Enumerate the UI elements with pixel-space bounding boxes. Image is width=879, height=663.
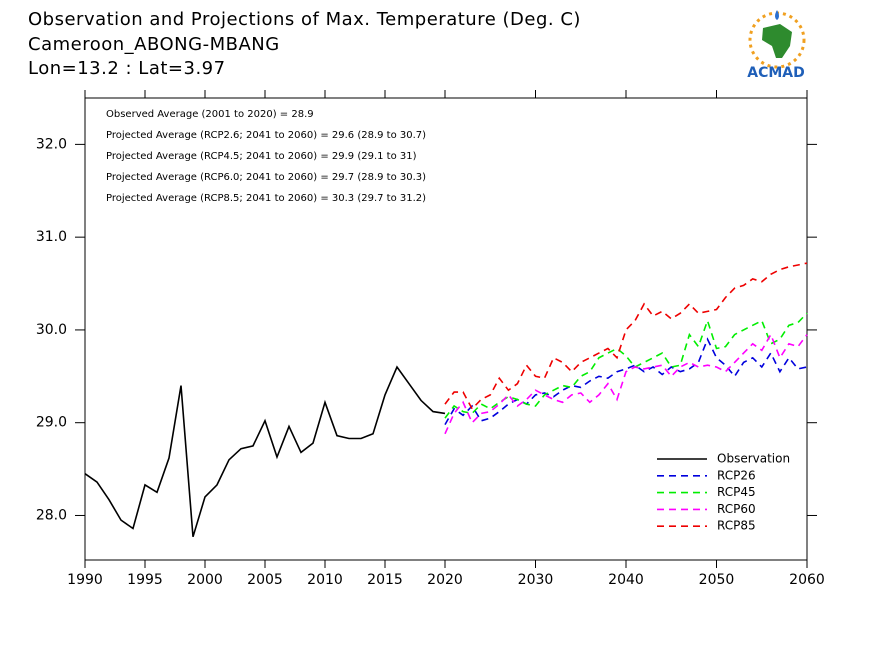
- annotation: Observed Average (2001 to 2020) = 28.9: [106, 109, 314, 120]
- logo-drop: [775, 10, 779, 20]
- plot-frame: [84, 97, 808, 561]
- x-tick-label: 2010: [307, 572, 343, 588]
- annotation: Projected Average (RCP8.5; 2041 to 2060)…: [106, 193, 426, 204]
- chart-subtitle: Lon=13.2 : Lat=3.97: [28, 58, 226, 79]
- annotation: Projected Average (RCP4.5; 2041 to 2060)…: [106, 151, 417, 162]
- legend-label: RCP60: [717, 502, 756, 516]
- legend-label: RCP85: [717, 519, 756, 533]
- series-line: [444, 337, 808, 425]
- x-tick-label: 2005: [247, 572, 283, 588]
- x-tick-label: 1990: [67, 572, 103, 588]
- series-line: [444, 332, 808, 435]
- y-tick-label: 29.0: [36, 415, 67, 431]
- x-tick-label: 2020: [427, 572, 463, 588]
- x-tick-label: 1995: [127, 572, 163, 588]
- x-tick-label: 2050: [699, 572, 735, 588]
- series-line: [444, 262, 808, 411]
- legend-label: RCP26: [717, 468, 756, 482]
- y-tick-label: 31.0: [36, 229, 67, 245]
- annotation: Projected Average (RCP6.0; 2041 to 2060)…: [106, 172, 426, 183]
- chart-subtitle: Cameroon_ABONG-MBANG: [28, 34, 280, 55]
- y-tick-label: 28.0: [36, 507, 67, 523]
- legend-label: RCP45: [717, 485, 756, 499]
- x-tick-label: 2040: [608, 572, 644, 588]
- annotation: Projected Average (RCP2.6; 2041 to 2060)…: [106, 130, 426, 141]
- x-tick-label: 2060: [789, 572, 825, 588]
- y-tick-label: 32.0: [36, 136, 67, 152]
- logo-text: ACMAD: [747, 65, 805, 81]
- series-line: [444, 312, 808, 419]
- x-tick-label: 2015: [367, 572, 403, 588]
- legend-label: Observation: [717, 452, 790, 466]
- series-line: [84, 365, 446, 538]
- logo-africa: [762, 24, 792, 58]
- x-tick-label: 2000: [187, 572, 223, 588]
- logo: ACMAD: [747, 10, 806, 81]
- y-tick-label: 30.0: [36, 322, 67, 338]
- x-tick-label: 2030: [518, 572, 554, 588]
- chart-title: Observation and Projections of Max. Temp…: [28, 9, 581, 30]
